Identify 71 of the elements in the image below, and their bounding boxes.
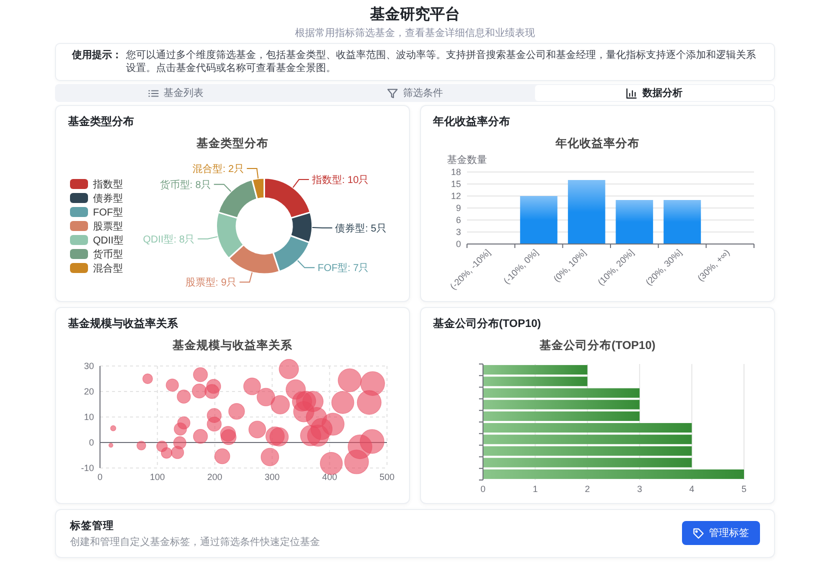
y-tick-label: 9 [456,203,461,213]
bar [483,411,640,421]
data-label: FOF型: 7只 [318,262,369,274]
y-axis-title: 基金数量 [447,154,487,166]
bar [483,388,640,398]
y-tick-label: 18 [450,167,461,177]
data-label: 混合型: 2只 [192,162,244,175]
x-tick-label: 1 [532,484,538,494]
chart-title: 基金类型分布 [67,115,134,128]
y-tick-label: 6 [456,215,461,225]
chart-subtitle: 年化收益率分布 [554,136,640,150]
y-tick-label: 10 [84,412,94,422]
bar [664,200,701,244]
text: 筛选条件 [402,86,443,100]
legend-label: 债券型 [93,192,123,204]
text: 基金列表 [164,86,204,100]
data-label: 指数型: 10只 [310,174,369,186]
bar [483,365,588,375]
data-label: 股票型: 9只 [185,276,237,289]
chart-subtitle: 基金公司分布(TOP10) [538,338,656,352]
text: 根据常用指标筛选基金，查看基金详细信息和业绩表现 [294,27,536,40]
bar [520,196,558,244]
x-tick-label: 200 [207,472,222,482]
chart-title: 年化收益率分布 [432,115,510,128]
x-tick-label: 400 [322,472,338,482]
y-tick-label: 12 [450,191,461,201]
x-tick-label: 4 [689,484,694,494]
x-tick-label: 500 [379,472,395,482]
legend-label: 股票型 [93,220,123,232]
x-tick-label: 300 [264,472,280,482]
bar [568,180,606,244]
data-label: 债券型: 5只 [335,222,386,234]
legend-label: 货币型 [93,248,123,260]
bar [483,376,588,386]
text: 您可以通过多个维度筛选基金，包括基金类型、收益率范围、波动率等。支持拼音搜索基金公司和基金经理，量化指标支持逐个添加和逻辑关系设置。点击基金代码或名称可查看基金全景图。 [126,49,757,75]
x-tick-label: 2 [584,484,590,494]
y-tick-label: 0 [456,239,461,249]
x-tick-label: 3 [637,484,642,494]
text: 数据分析 [642,86,682,100]
text: 使用提示： [72,49,122,62]
x-tick-label: 0 [97,472,103,482]
bar [483,423,692,433]
legend-label: QDII型 [93,234,124,246]
y-tick-label: -10 [80,463,94,473]
data-label: 货币型: 8只 [160,178,211,191]
x-tick-label: 0 [480,484,486,494]
chart-subtitle: 基金类型分布 [196,136,268,150]
bar [483,400,640,410]
chart-title: 基金公司分布(TOP10) [432,317,542,330]
text: 基金研究平台 [369,5,461,25]
bar [483,469,744,479]
legend-label: 指数型 [92,178,123,190]
chart-title: 基金规模与收益率关系 [67,317,179,330]
x-tick-label: 100 [150,472,165,482]
bar [483,446,692,456]
bar [483,434,692,444]
y-tick-label: 0 [88,438,94,448]
bar [483,458,692,468]
legend-label: FOF型 [93,206,123,218]
y-tick-label: 30 [84,361,94,371]
bar [616,200,654,244]
text: 标签管理 [70,519,114,533]
legend-label: 混合型 [93,262,123,274]
text: 管理标签 [709,526,749,540]
text: 创建和管理自定义基金标签，通过筛选条件快速定位基金 [70,536,320,549]
y-tick-label: 3 [456,227,461,237]
chart-subtitle: 基金规模与收益率关系 [172,338,294,352]
data-label: QDII型: 8只 [143,233,195,246]
y-tick-label: 15 [450,179,461,189]
y-tick-label: 20 [84,386,94,396]
x-tick-label: 5 [741,484,747,494]
